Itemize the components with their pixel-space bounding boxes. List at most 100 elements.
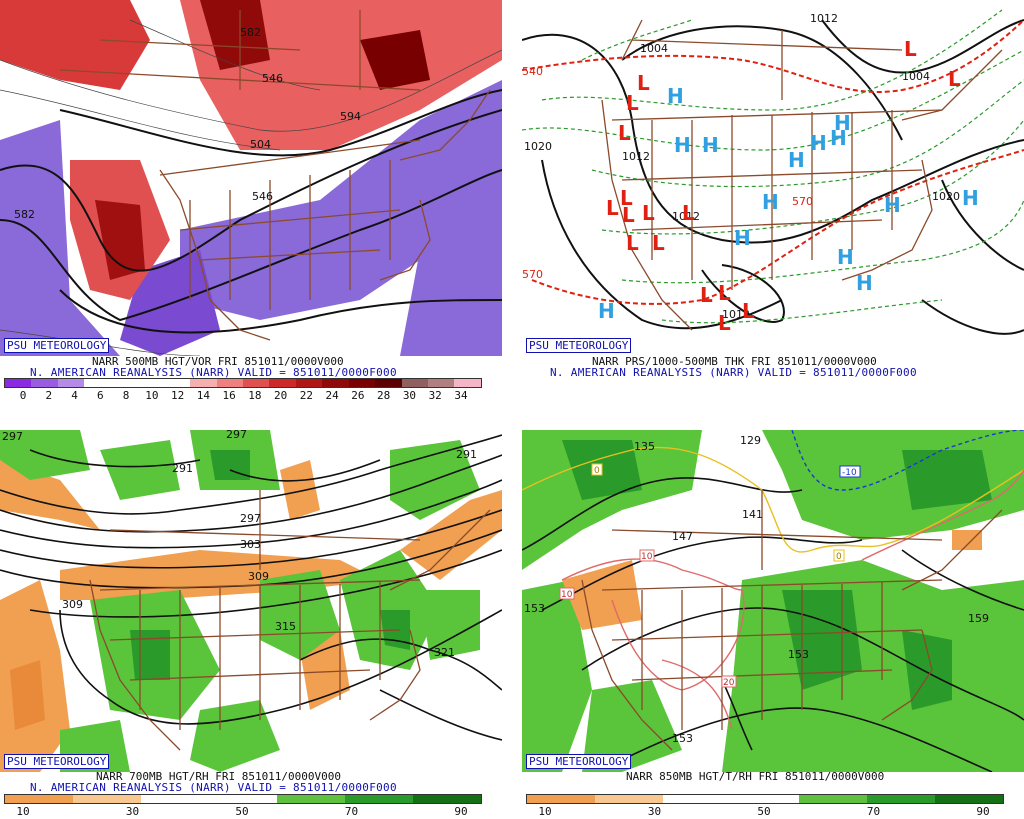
colorbar-swatch [5,795,73,803]
contour-label: 321 [434,646,455,659]
colorbar-tick-label: 34 [454,389,468,402]
contour-label: 153 [788,648,809,661]
colorbar-swatch [110,379,138,387]
contour-label: 297 [2,430,23,443]
contour-label: 297 [226,430,247,441]
vorticity-high-region [0,0,150,90]
contour-label: 546 [252,190,273,203]
colorbar-tick-label: 30 [647,805,662,818]
contour-label: 153 [672,732,693,745]
colorbar-tick-labels: 10 30 50 70 90 [4,805,480,818]
thickness-line [621,199,1024,284]
border-line [621,19,903,100]
colorbar-swatch [527,795,595,803]
high-pressure-marker: H [667,84,684,108]
isobar [701,264,785,323]
colorbar-tick-label: 22 [299,389,314,402]
colorbar-swatch [209,795,277,803]
low-pressure-marker: L [742,299,755,323]
low-pressure-marker: L [718,281,731,305]
low-pressure-marker: L [620,186,633,210]
map-700mb: 297 291 297 303 309 309 315 321 291 297 [0,430,502,772]
colorbar-tick-label: 30 [402,389,417,402]
contour-label: 291 [456,448,477,461]
isotherm-label: -10 [842,468,857,478]
colorbar-swatch [867,795,935,803]
border-line [601,579,943,591]
isotherm-label: 0 [594,466,600,476]
colorbar-tick-label: 30 [125,805,140,818]
contour-label: 153 [524,602,545,615]
colorbar-tick-label: 70 [866,805,881,818]
isotherm-label: 20 [723,678,735,688]
colorbar-swatch [799,795,867,803]
moist-region [100,440,180,500]
colorbar-swatch [401,379,428,387]
isobar-label: 1020 [932,190,960,203]
low-pressure-marker: L [652,231,665,255]
high-pressure-marker: H [962,186,979,210]
colorbar-swatch [242,379,270,387]
colorbar-swatch [73,795,141,803]
colorbar-swatch [663,795,731,803]
thickness-line [601,119,1024,235]
contour-label: 315 [275,620,296,633]
high-pressure-marker: H [837,245,854,269]
coastline [379,89,491,281]
isotherm-label: 10 [641,552,653,562]
dry-region [952,530,982,550]
humidity-colorbar [4,794,482,804]
border-line [611,490,943,570]
vorticity-colorbar [4,378,482,388]
contour-label: 594 [340,110,361,123]
low-pressure-marker: L [682,201,695,225]
high-pressure-marker: H [734,226,751,250]
panel-500mb-vorticity: 582 546 582 504 546 594 PSU METEOROLOGY … [0,0,502,404]
colorbar-swatch [5,379,32,387]
map-pressure-thickness: 1012 1004 1020 1012 1020 1012 1012 1004 … [522,0,1024,356]
contour-label: 582 [240,26,261,39]
contour-label: 309 [248,570,269,583]
dry-region [280,460,320,520]
colorbar-swatch [216,379,243,387]
isobar [821,19,1024,74]
colorbar-tick-label: 70 [344,805,359,818]
valid-time-caption: N. AMERICAN REANALYSIS (NARR) VALID = 85… [30,366,397,379]
low-pressure-marker: L [718,311,731,335]
moist-region [522,430,702,570]
border-line [189,160,391,310]
colorbar-swatch [322,379,349,387]
colorbar-swatch [137,379,164,387]
high-pressure-marker: H [810,131,827,155]
colorbar-swatch [595,795,663,803]
coastline [881,509,1003,721]
colorbar-tick-label: 16 [222,389,236,402]
psu-meteorology-badge: PSU METEOROLOGY [4,338,110,353]
border-line [109,629,401,681]
border-line [179,209,401,261]
isotherm-0 [522,446,1024,553]
high-pressure-marker: H [856,271,873,295]
contour-label: 504 [250,138,271,151]
border-line [621,169,923,231]
isobar-label: 1012 [672,210,700,223]
colorbar-tick-label: 12 [170,389,185,402]
vorticity-low-region [400,230,502,356]
isotherm-label: 10 [561,590,573,600]
colorbar-tick-label: 90 [976,805,990,818]
border-line [99,579,421,591]
psu-meteorology-badge: PSU METEOROLOGY [526,338,632,353]
colorbar-tick-label: 50 [757,805,771,818]
panel-pressure-thickness: 1012 1004 1020 1012 1020 1012 1012 1004 … [522,0,1024,404]
colorbar-tick-label: 2 [45,389,53,402]
thickness-line [581,19,693,61]
isobar [541,159,783,330]
moist-region [190,700,280,772]
coastline [159,169,271,341]
thickness-line [522,49,1024,151]
moist-region [722,560,1024,772]
map-500mb: 582 546 582 504 546 594 [0,0,502,356]
colorbar-swatch [428,379,455,387]
colorbar-tick-label: 28 [377,389,391,402]
low-pressure-marker: L [622,203,635,227]
